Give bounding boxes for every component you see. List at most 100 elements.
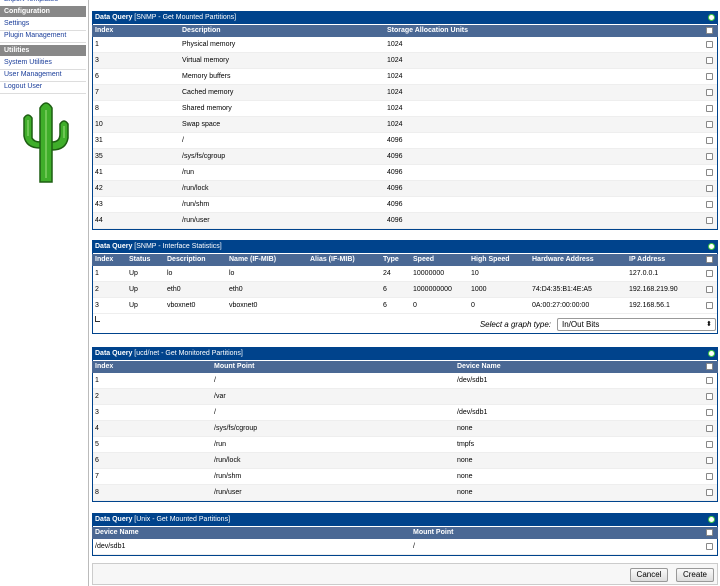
cell: 0	[471, 302, 475, 309]
cell: 4096	[387, 201, 403, 208]
checkbox[interactable]	[706, 441, 713, 448]
panel-title: [ucd/net - Get Monitored Partitions]	[132, 350, 243, 357]
checkbox[interactable]	[706, 425, 713, 432]
checkbox[interactable]	[706, 137, 713, 144]
cell: /run/shm	[214, 473, 242, 480]
cell: /dev/sdb1	[95, 543, 126, 550]
cell: /var	[214, 393, 226, 400]
cell: 1024	[387, 57, 403, 64]
cell: Physical memory	[182, 41, 236, 48]
panel-header: Data Query [ucd/net - Get Monitored Part…	[92, 347, 718, 360]
column-label: Description	[167, 256, 206, 263]
checkbox[interactable]	[706, 153, 713, 160]
cell: 3	[95, 57, 99, 64]
column-label: Status	[129, 256, 151, 263]
checkbox[interactable]	[706, 89, 713, 96]
checkbox[interactable]	[706, 543, 713, 550]
checkbox[interactable]	[706, 393, 713, 400]
checkbox[interactable]	[706, 169, 713, 176]
panel-label: Data Query	[95, 350, 133, 357]
sidebar-link[interactable]: System Utilities	[4, 58, 52, 66]
cell: /	[413, 543, 415, 550]
cell: 31	[95, 137, 103, 144]
checkbox[interactable]	[706, 217, 713, 224]
checkbox[interactable]	[706, 27, 713, 34]
table-row	[93, 453, 717, 469]
table-row	[93, 69, 717, 85]
cell: 4096	[387, 217, 403, 224]
checkbox[interactable]	[706, 121, 713, 128]
sidebar-sep	[0, 30, 86, 31]
cell: 3	[95, 409, 99, 416]
checkbox[interactable]	[706, 409, 713, 416]
checkbox[interactable]	[706, 529, 713, 536]
cell: 0	[413, 302, 417, 309]
checkbox[interactable]	[706, 286, 713, 293]
checkbox[interactable]	[706, 105, 713, 112]
sidebar-link[interactable]: Plugin Management	[4, 32, 67, 40]
cell: eth0	[229, 286, 243, 293]
table-row	[93, 85, 717, 101]
sidebar-link[interactable]: Settings	[4, 20, 30, 27]
table-row	[93, 149, 717, 165]
panel-header: Data Query [Unix - Get Mounted Partition…	[92, 513, 718, 526]
column-label: Index	[95, 27, 114, 34]
cell: /run/user	[182, 217, 210, 224]
column-label: Index	[95, 256, 114, 263]
sidebar-link[interactable]: User Management	[4, 70, 62, 78]
table-row	[93, 469, 717, 485]
cell: lo	[229, 270, 235, 277]
panel-label: Data Query	[95, 516, 133, 523]
checkbox[interactable]	[706, 270, 713, 277]
cell: 4	[95, 425, 99, 432]
table-row	[93, 539, 717, 555]
cell: 10000000	[413, 270, 445, 277]
sidebar-link[interactable]: Logout User	[4, 83, 43, 91]
graph-type-select[interactable]: In/Out Bits	[557, 318, 716, 331]
column-label: Mount Point	[413, 529, 454, 536]
checkbox[interactable]	[706, 302, 713, 309]
checkbox[interactable]	[706, 41, 713, 48]
checkbox[interactable]	[706, 73, 713, 80]
cell: Virtual memory	[182, 57, 229, 64]
checkbox[interactable]	[706, 201, 713, 208]
cell: 3	[95, 302, 99, 309]
cell: Up	[129, 286, 138, 293]
checkbox[interactable]	[706, 185, 713, 192]
checkbox[interactable]	[706, 457, 713, 464]
cell: 10	[95, 121, 103, 128]
cell: none	[457, 425, 473, 432]
table-row	[93, 298, 717, 314]
checkbox[interactable]	[706, 473, 713, 480]
cell: 127.0.0.1	[629, 270, 659, 277]
checkbox[interactable]	[706, 256, 713, 263]
cell: 8	[95, 105, 99, 112]
sidebar-section: Configuration	[0, 6, 86, 17]
panel-title: [SNMP - Get Mounted Partitions]	[132, 14, 237, 21]
column-label: IP Address	[629, 256, 666, 263]
cancel-button[interactable]: Cancel	[630, 568, 668, 582]
cell: 7	[95, 89, 99, 96]
create-button[interactable]: Create	[676, 568, 714, 582]
sidebar-link[interactable]: Export Templates	[4, 0, 58, 3]
column-label: Name (IF-MIB)	[229, 256, 277, 263]
cell: /run	[182, 169, 195, 176]
cell: 4096	[387, 169, 403, 176]
cell: 192.168.219.90	[629, 286, 678, 293]
column-label: Hardware Address	[532, 256, 594, 263]
column-label: Description	[182, 27, 221, 34]
cell: 1024	[387, 73, 403, 80]
checkbox[interactable]	[706, 363, 713, 370]
cell: 6	[95, 73, 99, 80]
checkbox[interactable]	[706, 489, 713, 496]
cell: vboxnet0	[167, 302, 196, 309]
table-row	[93, 282, 717, 298]
checkbox[interactable]	[706, 57, 713, 64]
cell: 4096	[387, 137, 403, 144]
cell: /dev/sdb1	[457, 409, 488, 416]
cell: Swap space	[182, 121, 221, 128]
table-row	[93, 181, 717, 197]
checkbox[interactable]	[706, 377, 713, 384]
cell: 1024	[387, 121, 403, 128]
cell: 6	[95, 457, 99, 464]
